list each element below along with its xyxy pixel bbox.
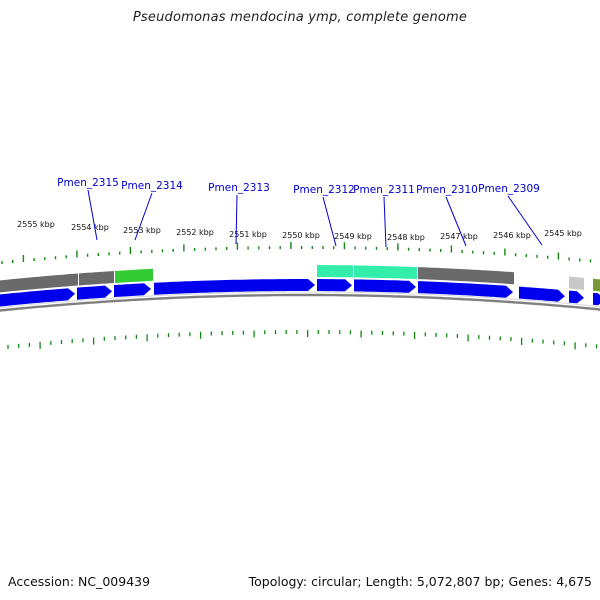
kbp-tick-label: 2545 kbp [544,229,582,238]
gene-leader-line [87,189,98,241]
kbp-tick-label: 2555 kbp [17,220,55,229]
genome-backbone-highlight [0,291,600,309]
cog-segment [569,276,584,290]
gene-label[interactable]: Pmen_2309 [478,183,540,195]
cog-segment [418,267,514,285]
cds-arrow [593,292,600,306]
cog-segment [593,278,600,292]
cds-arrow [354,279,416,293]
cog-segment [354,265,417,280]
cds-arrow [0,288,75,307]
cds-arrow [519,286,565,302]
gene-label[interactable]: Pmen_2314 [121,180,183,192]
cog-segment [0,273,78,293]
gene-leader-line [235,194,238,245]
cds-arrow [154,279,315,295]
cds-arrow [114,283,151,298]
kbp-tick-label: 2552 kbp [176,228,214,237]
map-title: Pseudomonas mendocina ymp, complete geno… [132,10,468,25]
cog-segment [317,265,353,278]
kbp-tick-label: 2551 kbp [229,230,267,239]
gene-leader-line [383,196,387,248]
kbp-tick-label: 2553 kbp [123,226,161,235]
kbp-tick-label: 2549 kbp [334,232,372,241]
gene-leader-line [134,192,153,241]
kbp-tick-label: 2547 kbp [440,232,478,241]
gene-leader-line [322,196,337,247]
kbp-tick-label: 2548 kbp [387,233,425,242]
cds-arrow [77,285,112,300]
cds-arrow [317,279,352,292]
gene-leader-line [445,196,467,247]
cds-arrow [418,281,513,298]
gene-leader-line [507,195,543,246]
cog-segment [79,271,114,286]
cog-segment [115,268,153,283]
gene-label[interactable]: Pmen_2312 [293,184,355,196]
cds-arrow [569,290,584,304]
gene-label[interactable]: Pmen_2310 [416,184,478,196]
kbp-tick-label: 2550 kbp [282,231,320,240]
kbp-tick-label: 2546 kbp [493,231,531,240]
kbp-tick-label: 2554 kbp [71,223,109,232]
gene-label[interactable]: Pmen_2311 [353,184,415,196]
gene-label[interactable]: Pmen_2313 [208,182,270,194]
genome-summary-text: Topology: circular; Length: 5,072,807 bp… [248,574,592,589]
genome-backbone [0,293,600,312]
gene-label[interactable]: Pmen_2315 [57,177,119,189]
accession-text: Accession: NC_009439 [8,574,151,589]
